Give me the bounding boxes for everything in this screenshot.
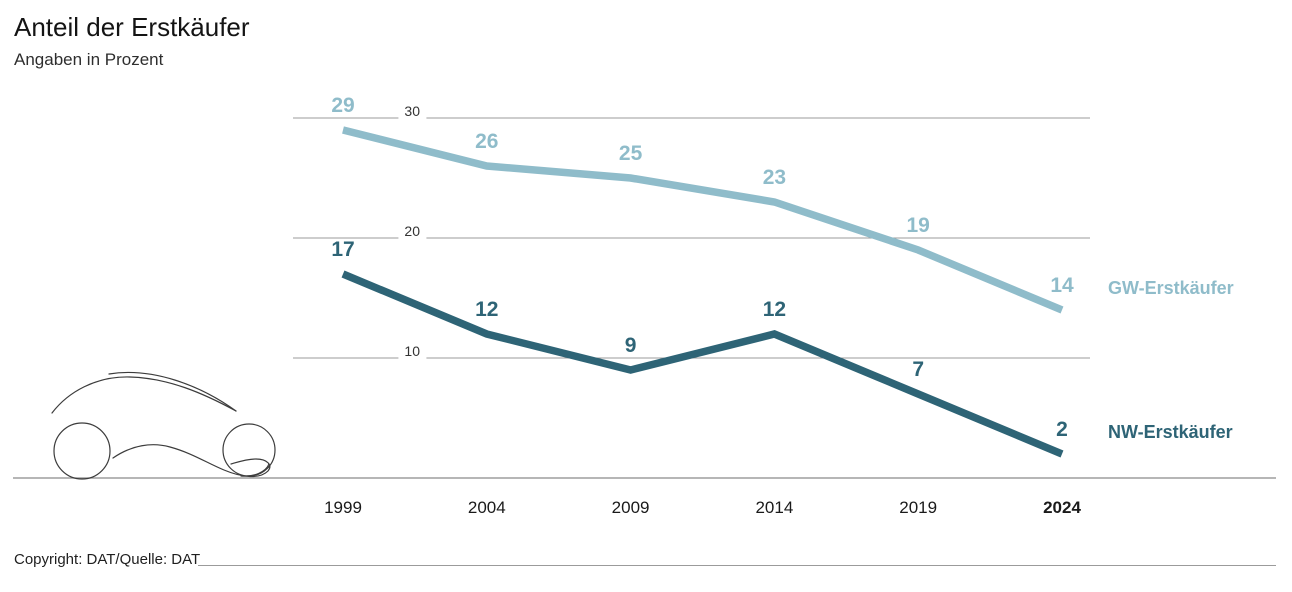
series-line-NW-Erstkäufer (341, 270, 1064, 458)
data-series-lines (341, 126, 1064, 458)
car-sketch-icon (51, 371, 276, 480)
gridlines (13, 117, 1276, 479)
series-line-GW-Erstkäufer (342, 126, 1064, 314)
copyright-text: Copyright: DAT/Quelle: DAT (14, 551, 201, 568)
page-subtitle: Angaben in Prozent (14, 50, 164, 69)
page-title: Anteil der Erstkäufer (14, 12, 250, 42)
